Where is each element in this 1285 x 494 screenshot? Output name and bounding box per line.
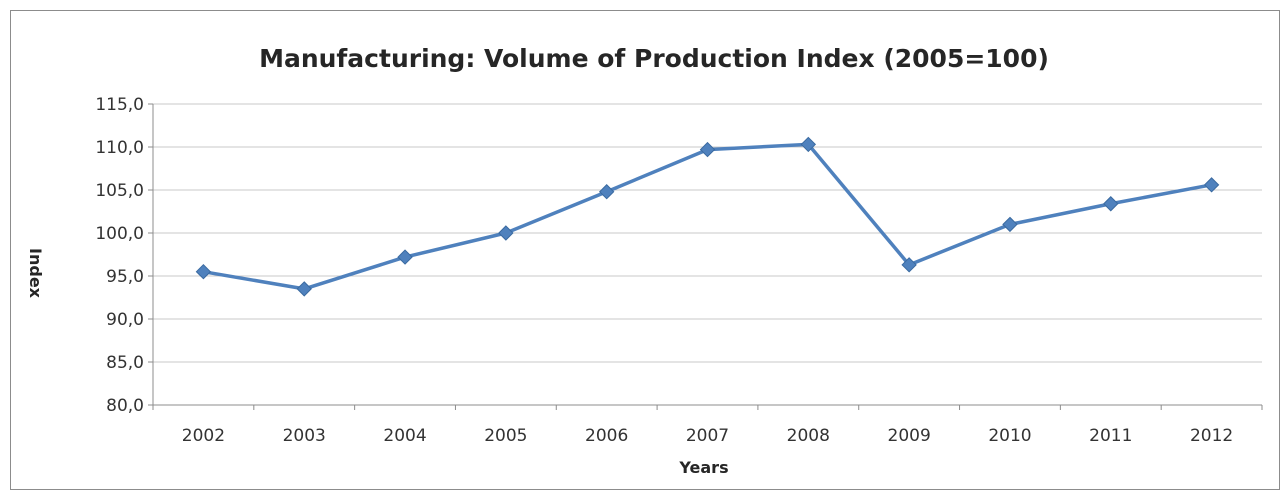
x-tick-label: 2004	[383, 426, 426, 446]
x-tick-label: 2002	[182, 426, 225, 446]
series-line	[203, 142, 1212, 291]
data-point	[901, 257, 917, 273]
chart-title: Manufacturing: Volume of Production Inde…	[259, 44, 1049, 73]
y-tick-label: 110,0	[95, 138, 144, 158]
data-point	[598, 184, 615, 200]
y-tick-label: 85,0	[106, 353, 144, 373]
data-point	[800, 136, 817, 153]
x-tick-label: 2003	[283, 426, 326, 446]
data-point	[1103, 196, 1119, 212]
data-point	[1203, 177, 1220, 193]
x-tick-label: 2011	[1089, 426, 1132, 446]
chart-frame	[10, 10, 1280, 490]
x-tick-label: 2010	[988, 426, 1031, 446]
y-tick-label: 90,0	[106, 310, 144, 330]
data-point	[498, 225, 514, 241]
y-tick-label: 80,0	[106, 396, 144, 416]
x-tick-label: 2007	[686, 426, 729, 446]
y-axis-label: Index	[26, 248, 45, 299]
x-tick-label: 2012	[1190, 426, 1233, 446]
data-point	[397, 249, 413, 265]
y-tick-label: 95,0	[106, 267, 144, 287]
x-tick-label: 2005	[484, 426, 527, 446]
y-tick-label: 100,0	[95, 224, 144, 244]
axes: 80,0 85,0 90,0 95,0 100,0 105,0 110,0 115,0 2002…	[95, 95, 1263, 446]
data-point	[195, 263, 212, 280]
data-point	[1002, 216, 1018, 233]
x-tick-label: 2006	[585, 426, 628, 446]
y-tick-label: 115,0	[95, 95, 144, 115]
data-point	[699, 141, 716, 158]
x-tick-label: 2008	[787, 426, 830, 446]
y-tick-label: 105,0	[95, 181, 144, 201]
series-layer	[195, 136, 1220, 297]
x-axis-label: Years	[678, 458, 728, 477]
data-point	[296, 281, 312, 297]
x-tick-label: 2009	[888, 426, 931, 446]
